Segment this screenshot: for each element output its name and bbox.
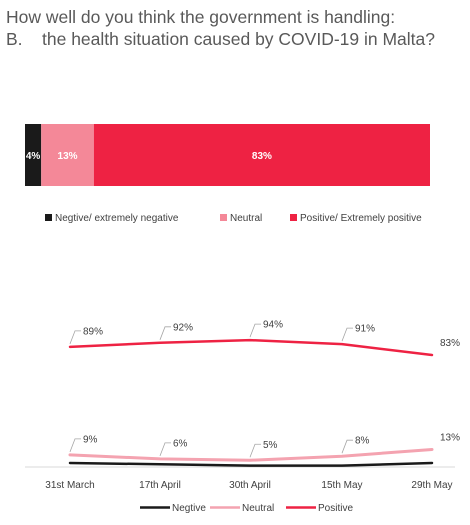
chart-title: How well do you think the government is … xyxy=(6,6,466,50)
callout-line-positive-3 xyxy=(341,327,353,342)
x-tick-label-30th-april: 30th April xyxy=(229,480,271,491)
bar-segment-negtive-extremely-negative xyxy=(25,124,42,186)
data-label-positive-2: 94% xyxy=(263,320,283,331)
callout-line-positive-0 xyxy=(69,330,81,344)
bar-segment-positive-extremely-positive xyxy=(93,124,430,186)
question-number: B. xyxy=(6,29,23,49)
bar-legend-label-neutral: Neutral xyxy=(230,213,262,224)
question-line-1: How well do you think the government is … xyxy=(6,7,396,27)
bar-legend-label-positive-extremely-positive: Positive/ Extremely positive xyxy=(300,213,422,224)
data-label-neutral-0: 9% xyxy=(83,434,98,445)
data-label-positive-3: 91% xyxy=(355,324,375,335)
bar-label-negtive-extremely-negative: 4% xyxy=(26,151,41,162)
callout-line-neutral-2 xyxy=(249,443,261,458)
callout-line-neutral-0 xyxy=(69,438,81,452)
bar-label-positive-extremely-positive: 83% xyxy=(252,151,272,162)
data-label-neutral-2: 5% xyxy=(263,440,278,451)
data-label-positive-1: 92% xyxy=(173,322,193,333)
question-line-2: B. the health situation caused by COVID-1… xyxy=(6,28,466,50)
callout-line-positive-2 xyxy=(249,323,261,338)
question-text: the health situation caused by COVID-19 … xyxy=(42,29,435,49)
x-tick-label-31st-march: 31st March xyxy=(45,480,94,491)
bar-legend-label-negtive-extremely-negative: Negtive/ extremely negative xyxy=(55,213,179,224)
data-label-neutral-1: 6% xyxy=(173,438,188,449)
bar-segment-neutral xyxy=(41,124,94,186)
data-label-neutral-4: 13% xyxy=(440,432,460,443)
data-label-positive-4: 83% xyxy=(440,338,460,349)
x-tick-label-17th-april: 17th April xyxy=(139,480,181,491)
bar-label-neutral: 13% xyxy=(58,151,78,162)
callout-line-neutral-1 xyxy=(159,442,171,457)
line-legend-label-negtive: Negtive xyxy=(172,503,206,514)
data-label-neutral-3: 8% xyxy=(355,436,370,447)
series-line-negtive xyxy=(68,461,434,467)
callout-line-neutral-3 xyxy=(341,439,353,454)
bar-legend-swatch-neutral xyxy=(220,214,227,221)
series-line-positive xyxy=(68,338,434,357)
data-label-positive-0: 89% xyxy=(83,326,103,337)
x-tick-label-29th-may: 29th May xyxy=(411,480,452,491)
x-tick-label-15th-may: 15th May xyxy=(321,480,362,491)
bar-legend-swatch-positive-extremely-positive xyxy=(290,214,297,221)
line-legend-label-neutral: Neutral xyxy=(242,503,274,514)
series-line-neutral xyxy=(68,447,434,462)
bar-legend-swatch-negtive-extremely-negative xyxy=(45,214,52,221)
callout-line-positive-1 xyxy=(159,326,171,340)
line-legend-label-positive: Positive xyxy=(318,503,353,514)
